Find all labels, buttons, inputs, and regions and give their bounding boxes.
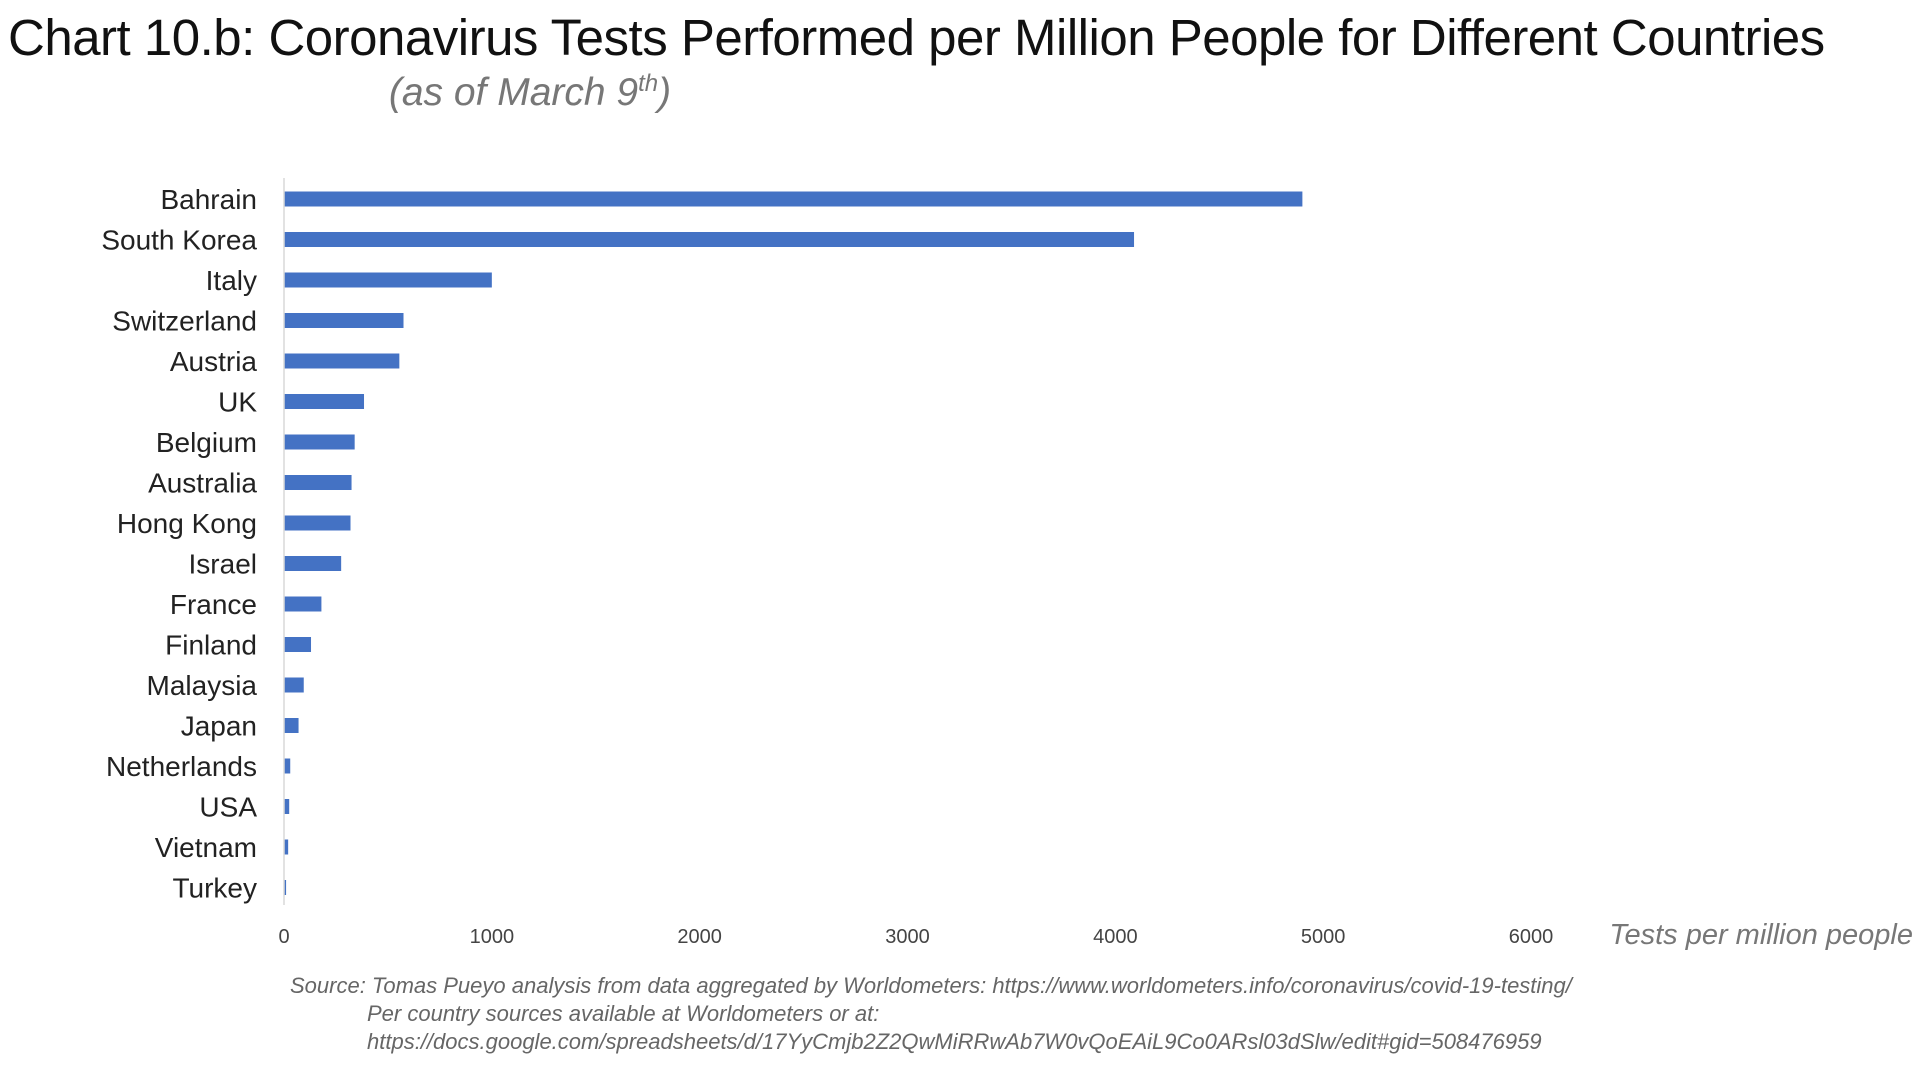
bar-south-korea [284, 232, 1135, 247]
x-tick-label-5000: 5000 [1301, 926, 1346, 948]
x-axis-label: Tests per million people [1609, 919, 1913, 951]
bar-belgium [284, 434, 355, 450]
bar-finland [284, 637, 312, 652]
category-label-hong-kong: Hong Kong [117, 508, 257, 539]
bar-malaysia [284, 677, 304, 693]
bar-france [284, 596, 322, 612]
bar-chart: Bahrain South Korea Italy Switzerland Austri… [101, 178, 1913, 951]
category-label-israel: Israel [189, 549, 257, 580]
x-tick-label-3000: 3000 [885, 926, 930, 948]
bar-switzerland [284, 313, 404, 328]
category-label-belgium: Belgium [156, 427, 257, 458]
bar-israel [284, 556, 342, 571]
bar-vietnam [284, 839, 289, 855]
category-label-vietnam: Vietnam [155, 832, 257, 863]
x-tick-label-4000: 4000 [1093, 926, 1138, 948]
chart-title: Chart 10.b: Coronavirus Tests Performed … [8, 9, 1825, 66]
x-tick-label-6000: 6000 [1509, 926, 1554, 948]
x-axis-tick-labels: 0 1000 2000 3000 4000 5000 6000 [278, 926, 1553, 948]
category-label-south-korea: South Korea [101, 225, 257, 256]
source-line-3: https://docs.google.com/spreadsheets/d/1… [367, 1029, 1542, 1054]
x-tick-label-1000: 1000 [470, 926, 515, 948]
subtitle-superscript: th [638, 70, 659, 97]
chart-subtitle: (as of March 9th) [0, 70, 1060, 115]
bar-turkey [284, 880, 287, 895]
bar-uk [284, 394, 365, 409]
bar-usa [284, 799, 290, 814]
source-line-2: Per country sources available at Worldom… [367, 1001, 880, 1026]
category-label-bahrain: Bahrain [160, 184, 257, 215]
category-label-france: France [170, 589, 257, 620]
subtitle-suffix: ) [658, 71, 672, 114]
bar-japan [284, 718, 299, 733]
category-label-japan: Japan [181, 711, 257, 742]
bar-netherlands [284, 758, 291, 774]
category-label-australia: Australia [148, 468, 257, 499]
bars [284, 191, 1303, 895]
source-line-1: Source: Tomas Pueyo analysis from data a… [290, 973, 1572, 998]
x-tick-label-2000: 2000 [677, 926, 722, 948]
bar-australia [284, 475, 352, 490]
category-label-netherlands: Netherlands [106, 751, 257, 782]
bar-bahrain [284, 191, 1303, 207]
subtitle-prefix: (as of March 9 [388, 71, 639, 114]
bar-hong-kong [284, 515, 351, 531]
category-label-usa: USA [199, 792, 257, 823]
category-label-italy: Italy [206, 265, 257, 296]
source-note: Source: Tomas Pueyo analysis from data a… [290, 972, 1572, 1056]
category-label-malaysia: Malaysia [147, 670, 258, 701]
y-axis-labels: Bahrain South Korea Italy Switzerland Austri… [101, 184, 257, 904]
bar-austria [284, 353, 400, 369]
category-label-austria: Austria [170, 346, 258, 377]
category-label-uk: UK [218, 387, 257, 418]
bar-italy [284, 272, 492, 288]
category-label-finland: Finland [165, 630, 257, 661]
x-tick-label-0: 0 [278, 926, 289, 948]
category-label-turkey: Turkey [172, 873, 257, 904]
category-label-switzerland: Switzerland [112, 306, 257, 337]
